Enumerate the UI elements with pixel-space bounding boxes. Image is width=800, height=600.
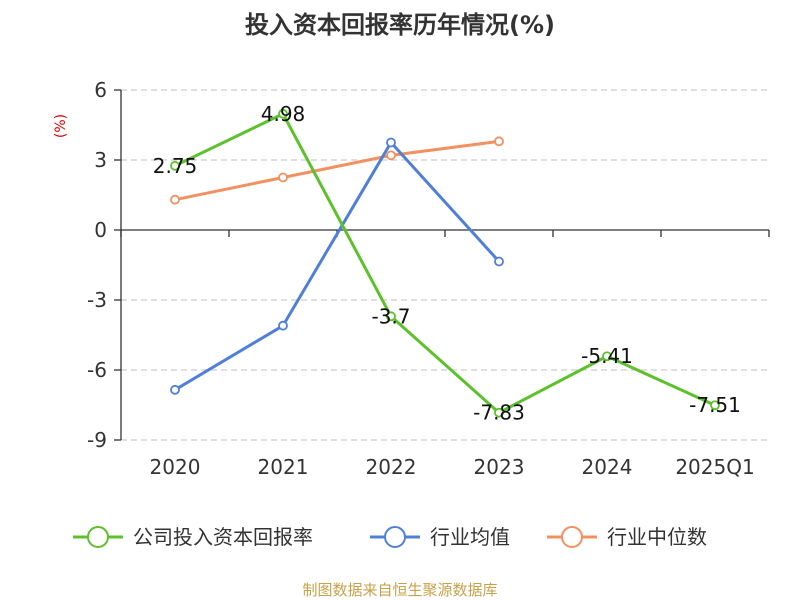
data-point[interactable]	[278, 172, 288, 183]
data-point[interactable]	[710, 400, 720, 411]
x-tick-label: 2025Q1	[675, 455, 754, 479]
x-tick-label: 2023	[474, 455, 525, 479]
source-note: 制图数据来自恒生聚源数据库	[302, 581, 497, 599]
series-line	[173, 112, 717, 415]
series-line	[173, 141, 501, 392]
data-label: -7.51	[689, 393, 741, 417]
data-point[interactable]	[494, 256, 504, 267]
x-tick-label: 2020	[150, 455, 201, 479]
y-tick-label: 0	[94, 218, 107, 242]
legend-swatch-marker	[87, 526, 109, 548]
legend-item-label[interactable]: 行业中位数	[607, 525, 707, 549]
data-point[interactable]	[170, 194, 180, 205]
data-point[interactable]	[170, 384, 180, 395]
data-label: 2.75	[153, 154, 198, 178]
series-lines	[170, 108, 720, 418]
data-point[interactable]	[386, 137, 396, 148]
series-line	[173, 139, 501, 202]
legend: 公司投入资本回报率 行业均值 行业中位数	[73, 525, 707, 549]
x-tick-label: 2022	[366, 455, 417, 479]
x-tick-label: 2024	[582, 455, 633, 479]
x-tick-label: 2021	[258, 455, 309, 479]
data-label: 4.98	[261, 102, 306, 126]
data-labels: 2.75 4.98 -3.7 -7.83 -5.41 -7.51	[153, 102, 741, 425]
data-point[interactable]	[494, 136, 504, 147]
legend-swatch-marker	[384, 526, 406, 548]
data-point[interactable]	[278, 320, 288, 331]
data-point[interactable]	[278, 108, 288, 119]
legend-item-label[interactable]: 公司投入资本回报率	[133, 525, 313, 549]
y-tick-label: -9	[87, 428, 107, 452]
legend-swatch-marker	[561, 526, 583, 548]
data-point[interactable]	[602, 351, 612, 362]
data-label: -7.83	[473, 401, 525, 425]
y-axis-label: (%)	[53, 114, 69, 138]
data-label: -5.41	[581, 344, 633, 368]
chart-title: 投入资本回报率历年情况(%)	[245, 11, 555, 39]
y-tick-label: -6	[87, 358, 107, 382]
data-point[interactable]	[386, 150, 396, 161]
data-point[interactable]	[494, 407, 504, 418]
legend-item-label[interactable]: 行业均值	[430, 525, 510, 549]
y-tick-label: 3	[94, 148, 107, 172]
axes: 6 3 0 -3 -6 -9 2020 2021 2022 2023 2024 2025Q1	[87, 78, 770, 479]
data-label: -3.7	[371, 304, 410, 328]
y-tick-label: -3	[87, 288, 107, 312]
grid-lines	[121, 89, 769, 441]
y-tick-label: 6	[94, 78, 107, 102]
data-point[interactable]	[170, 160, 180, 171]
data-point[interactable]	[386, 311, 396, 322]
